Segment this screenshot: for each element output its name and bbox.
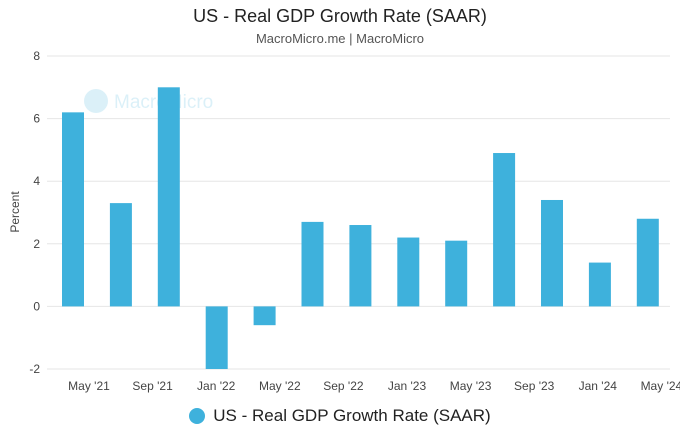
x-tick-label: Jan '22 (197, 379, 236, 393)
legend[interactable]: US - Real GDP Growth Rate (SAAR) (0, 406, 680, 426)
bar[interactable] (109, 203, 132, 307)
y-axis-label: Percent (8, 191, 22, 233)
y-axis-ticks: -2 0 2 4 6 8 (29, 49, 40, 376)
y-tick-label: 8 (33, 49, 40, 63)
y-tick-label: 0 (33, 299, 40, 313)
bar[interactable] (636, 218, 659, 307)
bar[interactable] (253, 306, 276, 326)
bar[interactable] (493, 153, 516, 307)
x-tick-label: Sep '22 (323, 379, 364, 393)
bar[interactable] (62, 112, 84, 307)
bar[interactable] (301, 221, 324, 307)
bar[interactable] (588, 262, 611, 307)
y-tick-label: 4 (33, 174, 40, 188)
x-axis-ticks: May '21 Sep '21 Jan '22 May '22 Sep '22 Jan '… (68, 379, 680, 393)
y-tick-label: -2 (29, 362, 40, 376)
watermark: MacroMicro (84, 89, 213, 113)
x-tick-label: May '22 (259, 379, 301, 393)
gridlines (47, 55, 670, 370)
x-tick-label: Jan '23 (388, 379, 427, 393)
bar[interactable] (541, 199, 563, 307)
chart-subtitle: MacroMicro.me | MacroMicro (255, 31, 425, 46)
y-tick-label: 2 (33, 237, 40, 251)
x-tick-label: May '24 (641, 379, 680, 393)
watermark-logo-icon (84, 89, 108, 113)
legend-marker (189, 408, 206, 424)
bar[interactable] (445, 240, 468, 307)
x-tick-label: Jan '24 (579, 379, 618, 393)
bar[interactable] (397, 237, 420, 307)
x-tick-label: May '21 (68, 379, 110, 393)
x-tick-label: May '23 (450, 379, 492, 393)
bar[interactable] (349, 225, 372, 307)
legend-label: US - Real GDP Growth Rate (SAAR) (213, 406, 491, 425)
bar[interactable] (205, 306, 228, 369)
x-tick-label: Sep '23 (514, 379, 555, 393)
y-tick-label: 6 (33, 112, 40, 126)
x-tick-label: Sep '21 (132, 379, 173, 393)
bar[interactable] (157, 87, 180, 307)
bars (62, 87, 659, 369)
chart-title: US - Real GDP Growth Rate (SAAR) (193, 6, 487, 26)
